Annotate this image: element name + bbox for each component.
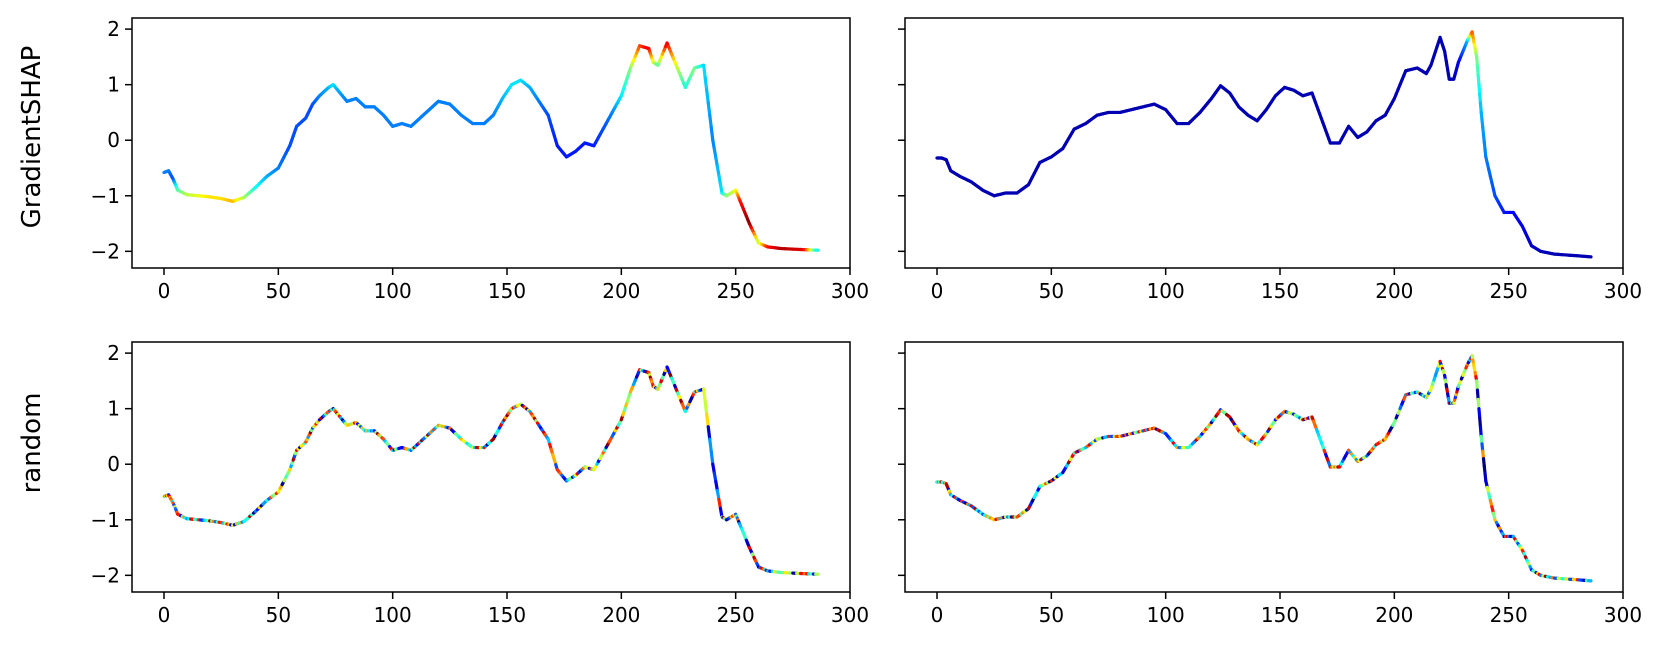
x-tick-label: 250 (717, 279, 755, 303)
line-segment (705, 88, 710, 105)
line-segment (706, 425, 712, 441)
x-tick-label: 100 (374, 279, 412, 303)
row-label-gradientshap: GradientSHAP (17, 46, 47, 229)
x-tick-label: 100 (374, 603, 412, 627)
x-tick-label: 0 (931, 279, 944, 303)
x-tick-label: 0 (158, 603, 171, 627)
axes-frame (904, 17, 1624, 269)
x-tick-label: 300 (831, 279, 869, 303)
y-tick-label: 0 (107, 128, 120, 152)
series-line (162, 365, 820, 576)
x-tick-label: 50 (266, 603, 291, 627)
y-tick-label: 2 (107, 341, 120, 365)
line-segment (709, 126, 715, 142)
x-tick-label: 300 (831, 603, 869, 627)
line-segment (703, 76, 709, 92)
y-tick-label: 1 (107, 73, 120, 97)
x-tick-label: 50 (266, 279, 291, 303)
row-label-random: random (17, 393, 47, 494)
x-tick-label: 150 (488, 603, 526, 627)
series-line (935, 354, 1593, 583)
x-tick-label: 200 (1375, 603, 1413, 627)
line-segment (706, 101, 712, 117)
x-tick-label: 0 (931, 603, 944, 627)
x-tick-label: 50 (1039, 279, 1064, 303)
panel-gs-right: 0 50 100 150 200 250 300 (898, 17, 1642, 303)
x-tick-label: 150 (1261, 279, 1299, 303)
line-segment (702, 387, 707, 404)
x-tick-label: 0 (158, 279, 171, 303)
x-tick-label: 200 (602, 279, 640, 303)
line-segment (709, 450, 715, 466)
x-tick-label: 50 (1039, 603, 1064, 627)
x-tick-label: 250 (1490, 279, 1528, 303)
series-line (935, 30, 1593, 259)
axes-frame (131, 17, 851, 269)
axes-frame (131, 341, 851, 593)
panel-gs-left: 0 50 100 150 200 250 300 2 1 0 −1 −2 (91, 17, 870, 303)
panel-rnd-right: 0 50 100 150 200 250 300 (898, 341, 1642, 627)
x-tick-label: 100 (1147, 603, 1185, 627)
x-tick-label: 100 (1147, 279, 1185, 303)
y-tick-label: −2 (91, 239, 120, 263)
x-tick-label: 250 (717, 603, 755, 627)
line-segment (703, 400, 709, 416)
y-tick-label: 2 (107, 17, 120, 41)
x-tick-label: 200 (1375, 279, 1413, 303)
line-segment (708, 113, 713, 130)
x-tick-label: 200 (602, 603, 640, 627)
line-segment (702, 63, 707, 80)
series-line (162, 41, 820, 252)
y-tick-label: −1 (91, 508, 120, 532)
x-tick-label: 150 (1261, 603, 1299, 627)
x-tick-label: 250 (1490, 603, 1528, 627)
y-tick-label: 1 (107, 397, 120, 421)
x-tick-label: 300 (1604, 279, 1642, 303)
x-tick-label: 300 (1604, 603, 1642, 627)
axes-frame (904, 341, 1624, 593)
panel-rnd-left: 0 50 100 150 200 250 300 2 1 0 −1 −2 (91, 341, 870, 627)
line-segment (708, 437, 713, 454)
y-tick-label: −2 (91, 563, 120, 587)
line-segment (705, 412, 710, 429)
x-tick-label: 150 (488, 279, 526, 303)
y-tick-label: 0 (107, 452, 120, 476)
y-tick-label: −1 (91, 184, 120, 208)
